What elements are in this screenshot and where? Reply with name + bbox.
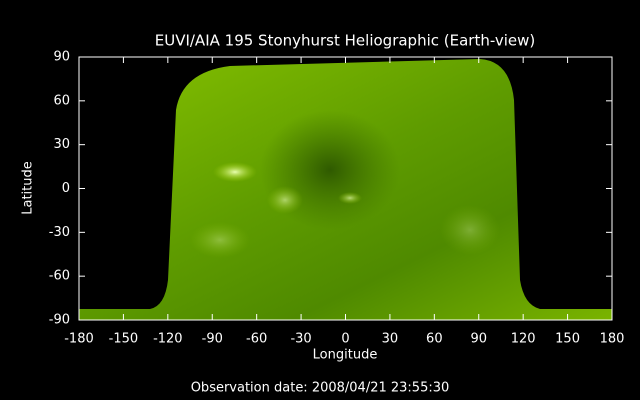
y-tick-label: 0 [62, 181, 70, 196]
x-tick-label: -30 [290, 332, 311, 347]
x-tick-label: 90 [470, 332, 487, 347]
x-tick-label: 150 [555, 332, 580, 347]
x-tick-label: -180 [64, 332, 94, 347]
annotation: Observation date: 2008/04/21 23:55:30 [191, 381, 450, 396]
x-tick-label: 180 [600, 332, 625, 347]
x-tick-label: 30 [382, 332, 399, 347]
y-tick-label: -90 [49, 313, 70, 328]
x-tick-label: -90 [202, 332, 223, 347]
chart-title: EUVI/AIA 195 Stonyhurst Heliographic (Ea… [155, 32, 536, 50]
y-tick-label: 30 [53, 137, 70, 152]
y-axis-label: Latitude [21, 161, 36, 215]
x-tick-label: 120 [511, 332, 536, 347]
x-tick-label: 60 [426, 332, 443, 347]
y-tick-label: 60 [53, 93, 70, 108]
x-tick-label: 0 [341, 332, 349, 347]
x-axis-label: Longitude [313, 348, 378, 363]
y-tick-label: -30 [49, 225, 70, 240]
y-tick-label: 90 [53, 50, 70, 65]
heliographic-map [79, 59, 612, 320]
y-tick-label: -60 [49, 269, 70, 284]
x-tick-label: -150 [109, 332, 139, 347]
x-tick-label: -120 [153, 332, 183, 347]
x-tick-label: -60 [246, 332, 267, 347]
